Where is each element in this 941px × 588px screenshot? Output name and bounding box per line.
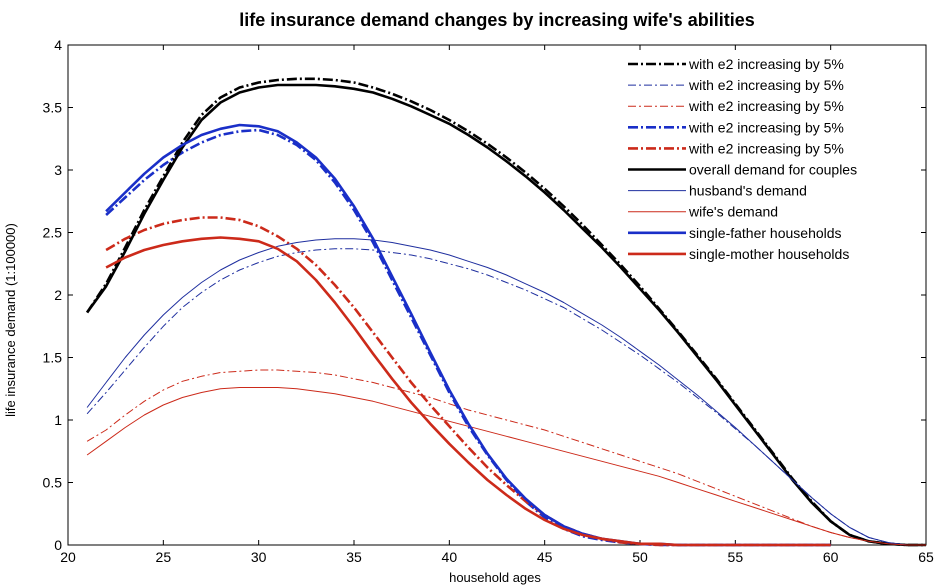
y-tick-label: 3.5	[43, 100, 63, 116]
legend-label-8: wife's demand	[688, 204, 778, 220]
x-tick-label: 20	[60, 549, 76, 565]
series-line-3	[86, 369, 926, 546]
legend-label-10: single-mother households	[689, 246, 849, 262]
series-line-10	[105, 236, 831, 547]
y-tick-label: 1	[54, 412, 62, 428]
x-tick-label: 65	[918, 549, 934, 565]
series-line-1	[86, 77, 926, 547]
legend-label-1: with e2 increasing by 5%	[688, 56, 844, 72]
y-tick-label: 4	[54, 37, 62, 53]
series-line-2	[86, 248, 926, 546]
legend-label-5: with e2 increasing by 5%	[688, 140, 844, 156]
x-tick-label: 25	[156, 549, 172, 565]
y-tick-label: 2	[54, 287, 62, 303]
x-tick-label: 50	[632, 549, 648, 565]
x-tick-label: 60	[823, 549, 839, 565]
chart-title: life insurance demand changes by increas…	[239, 10, 754, 30]
x-tick-label: 45	[537, 549, 553, 565]
plot-area: 20 25 30 35 40 45 50 55 60 65 0 0.5 1 1.5 2 2.5 3 3.5 4 wit…	[43, 37, 934, 565]
legend-label-4: with e2 increasing by 5%	[688, 119, 844, 135]
y-tick-label: 3	[54, 162, 62, 178]
y-tick-label: 0	[54, 537, 62, 553]
y-axis-label: life insurance demand (1:100000)	[3, 223, 18, 417]
y-tick-label: 2.5	[43, 225, 63, 241]
x-axis-label: household ages	[449, 570, 541, 585]
legend-label-9: single-father households	[689, 225, 842, 241]
series-line-8	[86, 387, 926, 546]
x-tick-label: 30	[251, 549, 267, 565]
x-tick-label: 40	[442, 549, 458, 565]
legend-label-7: husband's demand	[689, 183, 807, 199]
legend-label-3: with e2 increasing by 5%	[688, 98, 844, 114]
series-line-5	[105, 216, 831, 547]
y-tick-label: 0.5	[43, 475, 63, 491]
series-line-7	[86, 238, 926, 546]
series-line-6	[86, 83, 926, 547]
x-tick-label: 55	[728, 549, 744, 565]
y-tick-label: 1.5	[43, 350, 63, 366]
legend-label-6: overall demand for couples	[689, 162, 857, 178]
x-tick-label: 35	[346, 549, 362, 565]
legend-label-2: with e2 increasing by 5%	[688, 77, 844, 93]
